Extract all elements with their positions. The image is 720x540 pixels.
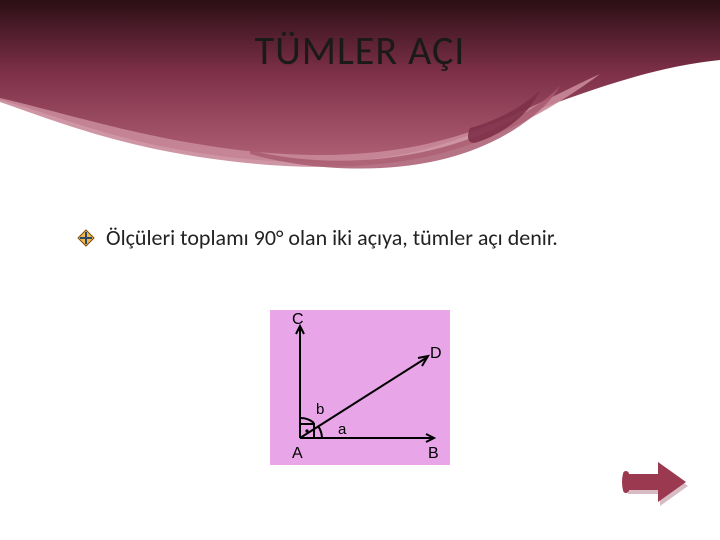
label-B: B [428,445,439,462]
next-arrow-button[interactable] [622,456,692,512]
angle-diagram: A B C D a b [270,310,450,465]
label-angle-a: a [338,421,347,438]
bullet-item: Ölçüleri toplamı 90° olan iki açıya, tüm… [76,224,680,251]
bullet-text: Ölçüleri toplamı 90° olan iki açıya, tüm… [106,224,558,251]
label-angle-b: b [316,401,324,418]
label-A: A [292,445,303,462]
label-C: C [292,311,304,328]
label-D: D [430,345,442,362]
header-band: TÜMLER AÇI [0,0,720,170]
slide-title: TÜMLER AÇI [0,26,720,75]
bullet-icon [76,228,96,248]
